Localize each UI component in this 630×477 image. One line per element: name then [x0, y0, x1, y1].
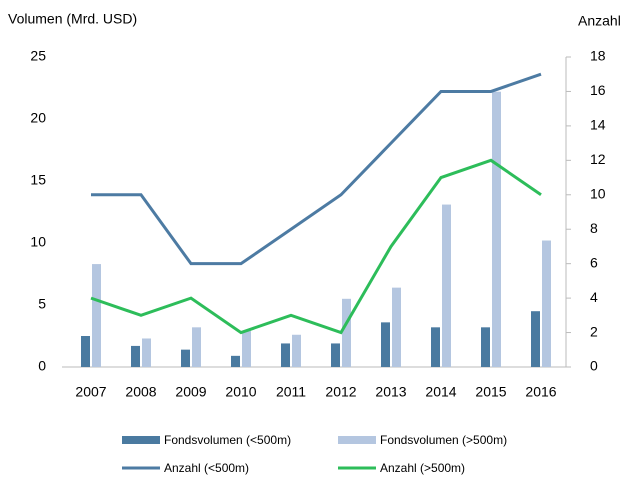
y-tick-label: 25 — [30, 48, 46, 64]
x-tick-label: 2010 — [225, 384, 256, 400]
y2-tick-label: 2 — [590, 323, 598, 339]
y2-tick-label: 16 — [590, 82, 606, 98]
y2-tick-label: 18 — [590, 48, 606, 64]
y-tick-label: 0 — [38, 358, 46, 374]
bar — [331, 343, 340, 367]
bar — [81, 336, 90, 367]
x-tick-label: 2016 — [525, 384, 556, 400]
y2-tick-label: 6 — [590, 254, 598, 270]
x-tick-label: 2012 — [325, 384, 356, 400]
x-tick-label: 2015 — [475, 384, 506, 400]
y2-tick-label: 14 — [590, 117, 606, 133]
bar — [131, 345, 140, 367]
bar — [292, 334, 301, 367]
line — [91, 72, 542, 266]
y2-tick-label: 12 — [590, 151, 606, 167]
y-tick-label: 5 — [38, 296, 46, 312]
bar — [281, 343, 290, 367]
y2-tick-label: 0 — [590, 358, 598, 374]
bar — [442, 204, 451, 367]
x-tick-label: 2013 — [375, 384, 406, 400]
y-tick-label: 10 — [30, 234, 46, 250]
bar — [392, 287, 401, 367]
line — [90, 158, 542, 335]
legend: Fondsvolumen (<500m) Fondsvolumen (>500m)… — [122, 433, 507, 475]
bar — [481, 327, 490, 367]
legend-label: Anzahl (>500m) — [380, 461, 465, 475]
bar — [531, 311, 540, 367]
legend-swatch — [338, 436, 376, 444]
y2-axis-title: Anzahl — [578, 13, 621, 29]
legend-swatch — [122, 436, 160, 444]
bar — [142, 338, 151, 367]
x-tick-label: 2007 — [75, 384, 106, 400]
bar — [181, 349, 190, 367]
bar — [492, 91, 501, 367]
bar — [542, 240, 551, 367]
y-tick-label: 15 — [30, 172, 46, 188]
bar — [192, 327, 201, 367]
x-tick-label: 2009 — [175, 384, 206, 400]
bar — [431, 327, 440, 367]
x-tick-label: 2014 — [425, 384, 456, 400]
legend-label: Anzahl (<500m) — [164, 461, 249, 475]
y2-tick-label: 4 — [590, 289, 598, 305]
bar — [342, 298, 351, 367]
legend-label: Fondsvolumen (>500m) — [380, 433, 507, 447]
y-tick-label: 20 — [30, 110, 46, 126]
bar — [231, 355, 240, 367]
x-tick-label: 2011 — [276, 384, 306, 400]
bar — [242, 331, 251, 367]
y2-tick-label: 10 — [590, 185, 606, 201]
x-tick-label: 2008 — [125, 384, 156, 400]
bar — [92, 264, 101, 367]
legend-label: Fondsvolumen (<500m) — [164, 433, 291, 447]
y-axis-title: Volumen (Mrd. USD) — [8, 11, 137, 27]
y2-tick-label: 8 — [590, 220, 598, 236]
bar — [381, 322, 390, 367]
